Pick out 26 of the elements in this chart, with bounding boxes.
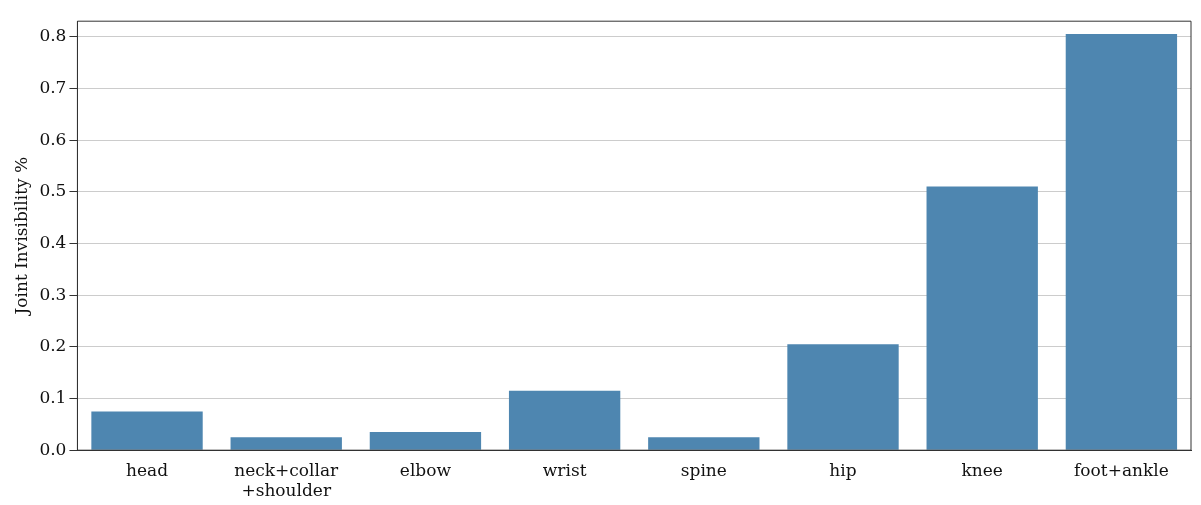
y-tick-label: 0.4 <box>39 231 67 252</box>
x-tick-label: hip <box>829 459 857 480</box>
bar <box>787 344 899 450</box>
bar <box>230 437 342 450</box>
y-tick-label: 0.0 <box>39 438 67 459</box>
bar <box>369 432 482 450</box>
bar <box>1065 34 1178 450</box>
y-tick-label: 0.3 <box>39 283 67 304</box>
bar <box>926 186 1038 450</box>
x-tick-label: neck+collar +shoulder <box>234 459 340 501</box>
x-tick-label: head <box>126 459 169 480</box>
y-axis-title: Joint Invisibility % <box>10 156 31 317</box>
x-tick-label: wrist <box>542 459 587 480</box>
x-tick-label: foot+ankle <box>1074 459 1169 480</box>
x-tick-label: elbow <box>399 459 452 480</box>
y-tick-label: 0.8 <box>39 25 67 46</box>
y-tick-label: 0.1 <box>39 386 67 407</box>
y-tick-label: 0.6 <box>39 128 67 149</box>
y-tick-label: 0.2 <box>39 335 67 356</box>
x-tick-label: spine <box>680 459 727 480</box>
bar <box>508 390 621 450</box>
bar <box>648 437 760 450</box>
y-tick-label: 0.7 <box>39 76 67 97</box>
y-tick-label: 0.5 <box>39 180 67 201</box>
bar <box>91 411 203 450</box>
x-tick-label: knee <box>961 459 1003 480</box>
